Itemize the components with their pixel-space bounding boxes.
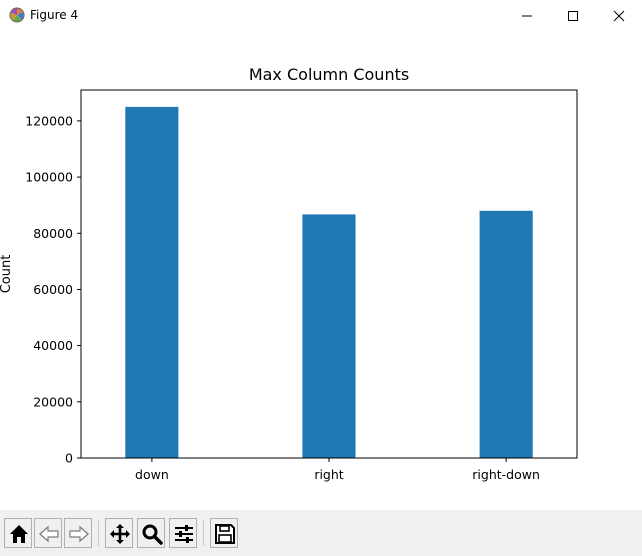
bar-chart: Max Column Counts 0 20000 40000 60000 80000 1… [0, 65, 578, 482]
toolbar-separator [203, 520, 204, 546]
plot-frame [80, 89, 578, 459]
y-tick-label: 60000 [33, 282, 73, 297]
magnifier-icon [142, 524, 163, 545]
y-tick-label: 0 [65, 451, 73, 466]
navigation-toolbar [0, 510, 642, 556]
sliders-icon [175, 525, 193, 543]
x-tick-label: right [314, 467, 343, 482]
y-tick-label: 40000 [33, 338, 73, 353]
maximize-button[interactable] [550, 0, 596, 32]
matplotlib-figure-icon [9, 7, 25, 23]
chart-title: Max Column Counts [249, 65, 409, 84]
forward-button[interactable] [64, 518, 92, 548]
y-tick-label: 120000 [25, 113, 73, 128]
arrow-right-icon [69, 525, 89, 543]
home-button[interactable] [4, 518, 32, 548]
bar-down [125, 106, 179, 459]
move-icon [110, 524, 130, 544]
y-tick-label: 100000 [25, 170, 73, 185]
pan-button[interactable] [105, 518, 133, 548]
zoom-button[interactable] [137, 518, 165, 548]
y-tick-label: 80000 [33, 226, 73, 241]
back-button[interactable] [34, 518, 62, 548]
y-axis-label: Count [0, 255, 14, 294]
minimize-button[interactable] [504, 0, 550, 32]
y-tick-label: 20000 [33, 394, 73, 409]
save-button[interactable] [210, 518, 238, 548]
x-tick-label: down [135, 467, 169, 482]
x-tick-label: right-down [472, 467, 540, 482]
window-title: Figure 4 [30, 8, 79, 22]
configure-subplots-button[interactable] [169, 518, 197, 548]
close-button[interactable] [596, 0, 642, 32]
floppy-disk-icon [215, 524, 235, 544]
home-icon [10, 525, 28, 543]
figure-canvas[interactable]: Max Column Counts 0 20000 40000 60000 80000 1… [0, 32, 642, 510]
title-bar[interactable]: Figure 4 [0, 0, 642, 32]
bar-right-down [479, 210, 533, 458]
close-icon [613, 10, 625, 22]
bar-right [302, 214, 356, 458]
minimize-icon [522, 15, 532, 17]
arrow-left-icon [39, 525, 59, 543]
toolbar-separator [98, 520, 99, 546]
maximize-icon [568, 11, 578, 21]
